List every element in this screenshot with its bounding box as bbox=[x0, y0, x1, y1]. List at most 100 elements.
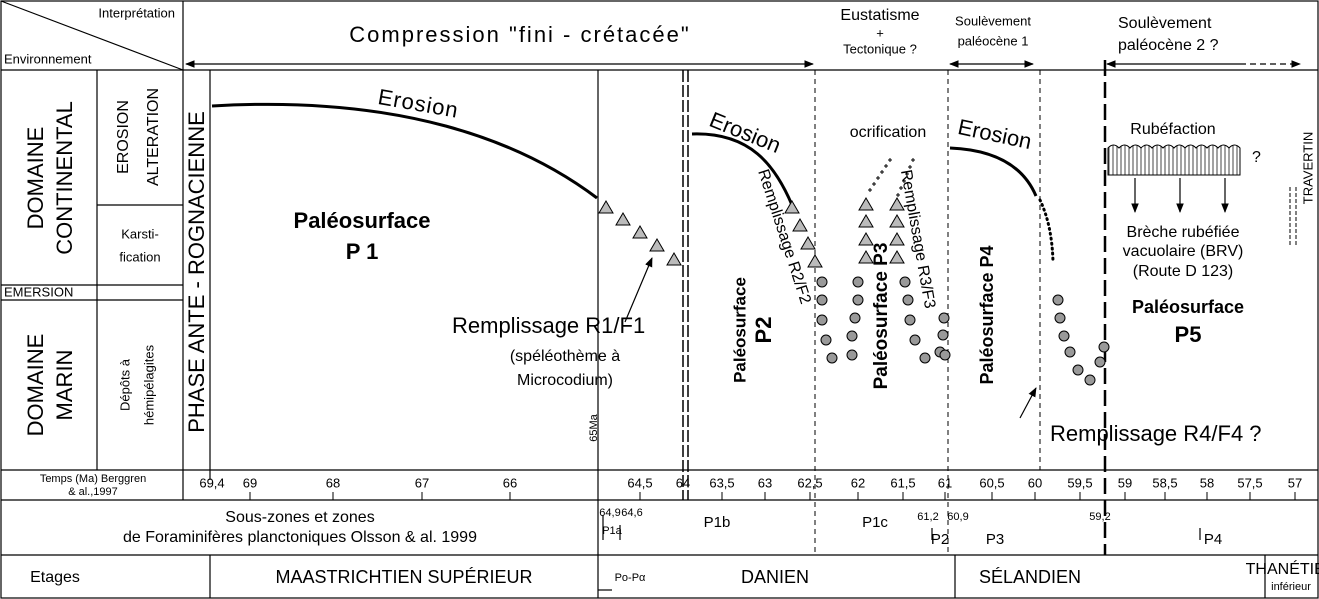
triangle bbox=[858, 250, 874, 264]
annotation: P5 bbox=[1175, 322, 1202, 347]
interpretation: paléocène 2 ? bbox=[1118, 37, 1219, 54]
zone-mark: 60,9 bbox=[947, 511, 968, 523]
annotation: Paléosurface P4 bbox=[977, 245, 997, 384]
zone-mark: P2 bbox=[931, 531, 949, 548]
stage: DANIEN bbox=[741, 567, 809, 587]
time-tick-label: 57 bbox=[1288, 475, 1302, 490]
environment: EROSION bbox=[115, 100, 132, 174]
environment: hémipélagites bbox=[141, 344, 156, 425]
time-tick-label: 58,5 bbox=[1152, 475, 1177, 490]
annotation: ocrification bbox=[850, 124, 926, 141]
annotation: ? bbox=[1252, 149, 1261, 166]
triangle bbox=[649, 238, 665, 252]
time-tick-label: 61 bbox=[938, 475, 952, 490]
annotation: Paléosurface bbox=[730, 277, 749, 383]
annotation: 65Ma bbox=[588, 413, 600, 441]
time-tick-label: 59,5 bbox=[1067, 475, 1092, 490]
circle bbox=[1064, 346, 1076, 358]
triangle bbox=[858, 197, 874, 211]
cross bbox=[868, 188, 872, 192]
time-tick-label: 58 bbox=[1200, 475, 1214, 490]
triangle bbox=[889, 250, 905, 264]
circle bbox=[1054, 312, 1066, 324]
circle bbox=[904, 314, 916, 326]
circle bbox=[939, 349, 951, 361]
time-tick-label: 69 bbox=[243, 475, 257, 490]
annotation: Remplissage R3/F3 bbox=[897, 168, 938, 309]
stage: Po-Pα bbox=[615, 572, 646, 584]
triangle bbox=[615, 212, 631, 226]
environment: DOMAINE bbox=[23, 334, 48, 437]
cross bbox=[905, 172, 909, 176]
annotation: TRAVERTIN bbox=[1300, 132, 1315, 204]
circle bbox=[846, 349, 858, 361]
triangle bbox=[807, 254, 823, 268]
environment: fication bbox=[119, 249, 160, 264]
triangle bbox=[858, 232, 874, 246]
environment: CONTINENTAL bbox=[52, 101, 77, 255]
cross bbox=[896, 193, 900, 197]
zones-label: de Foraminifères planctoniques Olsson & … bbox=[123, 529, 477, 546]
annotation: Erosion bbox=[706, 107, 785, 158]
triangle bbox=[666, 252, 682, 266]
triangle bbox=[598, 200, 614, 214]
zone-mark: P1b bbox=[704, 514, 731, 531]
annotation: Remplissage R4/F4 ? bbox=[1050, 421, 1262, 446]
time-label: & al.,1997 bbox=[68, 486, 118, 498]
circle bbox=[902, 294, 914, 306]
time-tick-label: 68 bbox=[326, 475, 340, 490]
cross bbox=[911, 158, 915, 162]
annotation: (Route D 123) bbox=[1133, 263, 1234, 280]
interpretation: paléocène 1 bbox=[958, 33, 1029, 48]
stage: SÉLANDIEN bbox=[979, 567, 1081, 587]
time-tick-label: 63 bbox=[758, 475, 772, 490]
circle bbox=[937, 329, 949, 341]
time-tick-label: 63,5 bbox=[709, 475, 734, 490]
circle bbox=[1052, 294, 1064, 306]
circle bbox=[849, 312, 861, 324]
annotation: Brèche rubéfiée bbox=[1127, 224, 1240, 241]
stages-label: Etages bbox=[30, 569, 80, 586]
triangle bbox=[858, 214, 874, 228]
cross bbox=[884, 164, 888, 168]
triangle bbox=[889, 214, 905, 228]
time-tick-label: 64 bbox=[676, 475, 690, 490]
annotation: Remplissage R1/F1 bbox=[452, 313, 645, 338]
circle bbox=[938, 312, 950, 324]
cross bbox=[908, 165, 912, 169]
time-tick-label: 62 bbox=[851, 475, 865, 490]
cross bbox=[888, 158, 892, 162]
annotation: (spéléothème à bbox=[510, 348, 620, 365]
cross bbox=[902, 179, 906, 183]
circle bbox=[826, 352, 838, 364]
circle bbox=[909, 334, 921, 346]
environment: Karsti- bbox=[121, 226, 159, 241]
annotation: Microcodium) bbox=[517, 372, 613, 389]
interpretation: Eustatisme bbox=[840, 7, 919, 24]
header-label: Interprétation bbox=[98, 5, 175, 20]
zones-label: Sous-zones et zones bbox=[225, 509, 374, 526]
interpretation: Compression "fini - crétacée" bbox=[349, 22, 690, 47]
environment: DOMAINE bbox=[23, 127, 48, 230]
annotation: Paléosurface P3 bbox=[871, 243, 892, 390]
time-tick-label: 66 bbox=[503, 475, 517, 490]
zone-mark: P4 bbox=[1204, 531, 1222, 548]
annotation: Erosion bbox=[376, 84, 461, 123]
cross bbox=[880, 170, 884, 174]
zone-mark: P1a bbox=[602, 525, 622, 537]
triangle bbox=[632, 225, 648, 239]
circle bbox=[1058, 330, 1070, 342]
environment: MARIN bbox=[52, 350, 77, 421]
zone-mark: P3 bbox=[986, 531, 1004, 548]
cross bbox=[876, 176, 880, 180]
circle bbox=[816, 314, 828, 326]
annotation: P2 bbox=[751, 317, 776, 344]
zone-mark: 59,2 bbox=[1089, 511, 1110, 523]
annotation: Paléosurface bbox=[294, 208, 431, 233]
time-tick-label: 61,5 bbox=[890, 475, 915, 490]
time-tick-label: 59 bbox=[1118, 475, 1132, 490]
annotation: Rubéfaction bbox=[1130, 121, 1215, 138]
circle bbox=[919, 352, 931, 364]
